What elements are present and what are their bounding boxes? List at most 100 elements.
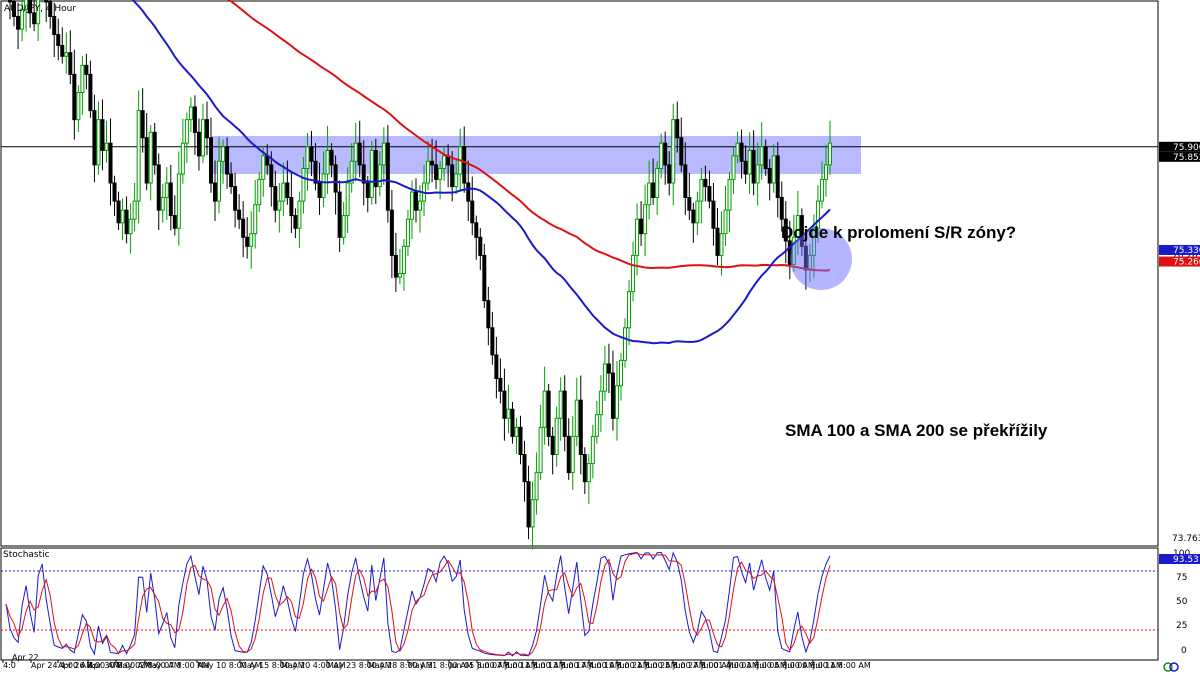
candle-body <box>586 463 591 483</box>
candle-body <box>168 182 173 217</box>
time-label: 4:0 <box>3 661 16 670</box>
candle-body <box>659 142 664 170</box>
candle-body <box>349 160 354 184</box>
candle-body <box>188 106 193 121</box>
candle-body <box>377 164 382 188</box>
time-label: May 07 8:00 AM <box>145 661 210 670</box>
candle-body <box>510 408 515 437</box>
candle-body <box>450 164 455 188</box>
candle-body <box>76 92 81 121</box>
candle-body <box>647 182 652 206</box>
price-tick-bottom: 73.763 <box>1172 534 1200 544</box>
candle-body <box>88 73 93 112</box>
candle-body <box>393 254 398 278</box>
candle-body <box>767 168 772 184</box>
candle-body <box>289 196 294 217</box>
time-label: Jul 05 8:00 AM <box>756 661 815 670</box>
stoch-tick-25: 25 <box>1176 621 1187 631</box>
candle-body <box>783 218 788 242</box>
candle-body <box>627 291 632 329</box>
stochastic-panel-frame <box>0 547 1159 661</box>
candle-body <box>285 182 290 198</box>
crossover-highlight-circle <box>790 228 852 291</box>
candle-body <box>357 142 362 166</box>
candle-body <box>257 178 262 206</box>
candle-body <box>245 236 250 247</box>
candle-body <box>48 1 53 17</box>
candle-body <box>208 137 213 184</box>
candle-body <box>277 200 282 211</box>
candle-body <box>345 182 350 217</box>
candle-body <box>56 34 61 46</box>
time-label: Jun 25 8:00 AM <box>644 661 706 670</box>
candle-body <box>759 146 764 166</box>
candle-body <box>213 182 218 202</box>
candle-body <box>148 131 153 184</box>
price-panel-frame <box>0 0 1159 547</box>
candle-body <box>566 435 571 474</box>
candle-body <box>72 73 77 121</box>
candle-body <box>743 160 748 175</box>
candle-body <box>490 327 495 356</box>
candle-body <box>204 119 209 139</box>
candle-body <box>361 164 366 184</box>
candle-body <box>518 426 523 456</box>
candle-body <box>365 182 370 198</box>
candle-body <box>562 390 567 437</box>
candle-body <box>434 164 439 180</box>
candle-body <box>462 146 467 184</box>
stoch-tick-0: 0 <box>1181 646 1187 656</box>
candle-body <box>144 137 149 184</box>
candle-body <box>474 222 479 238</box>
candle-body <box>305 146 310 170</box>
candle-body <box>823 164 828 180</box>
candle-body <box>136 110 141 202</box>
candle-body <box>156 164 161 211</box>
time-label: Jul 03 8:00 AM <box>728 661 787 670</box>
candle-body <box>635 218 640 256</box>
candle-body <box>385 142 390 211</box>
candle-body <box>269 164 274 188</box>
time-label: Jun 27 8:00 AM <box>672 661 734 670</box>
candle-body <box>639 218 644 235</box>
candle-body <box>84 64 89 75</box>
candle-body <box>498 377 503 392</box>
candle-body <box>454 173 459 188</box>
candle-body <box>546 390 551 437</box>
candle-body <box>538 426 543 474</box>
candle-body <box>253 204 258 235</box>
candle-body <box>763 146 768 170</box>
candle-body <box>430 160 435 166</box>
time-label: Jun 11 8:00 AM <box>504 661 566 670</box>
candle-body <box>132 200 137 220</box>
stochastic-signal-line <box>5 552 831 657</box>
candle-body <box>711 200 716 229</box>
candle-body <box>160 196 165 211</box>
svg-text:75.266: 75.266 <box>1173 258 1200 268</box>
candle-body <box>32 12 37 25</box>
candle-body <box>534 472 539 501</box>
candle-body <box>221 146 226 162</box>
candle-body <box>112 182 117 202</box>
candle-body <box>172 215 177 229</box>
time-label: Apr 26 8:00 AM <box>58 661 120 670</box>
candle-body <box>164 182 169 198</box>
candle-body <box>44 0 49 3</box>
candle-body <box>695 200 700 224</box>
candle-body <box>482 254 487 302</box>
candle-body <box>747 149 752 175</box>
candlesticks <box>8 0 832 550</box>
candle-body <box>494 354 499 379</box>
time-label: May 10 8:00 AM <box>197 661 262 670</box>
candle-body <box>558 390 563 419</box>
time-label: Jun 21 8:00 AM <box>616 661 678 670</box>
candle-body <box>104 142 109 151</box>
symbol-label: AUD/JPY, 4 Hour <box>4 4 76 14</box>
time-label: May 20 4:00 AM <box>281 661 346 670</box>
candle-body <box>655 168 660 198</box>
candle-body <box>24 0 29 10</box>
candle-body <box>237 209 242 220</box>
candle-body <box>522 454 527 483</box>
candle-body <box>297 200 302 229</box>
